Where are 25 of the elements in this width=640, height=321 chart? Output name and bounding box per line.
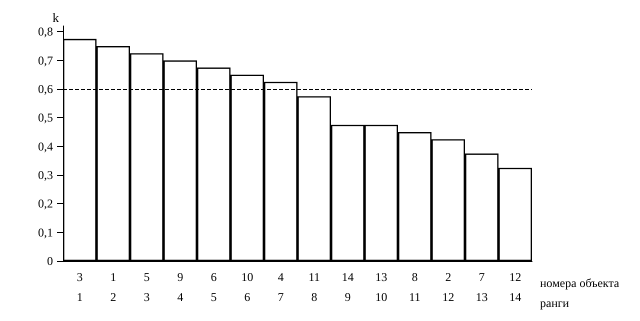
x-tick-label: 7 13 — [476, 270, 488, 304]
y-tick-label: 0 — [47, 254, 53, 268]
x-tick-label: 4 7 — [278, 270, 284, 304]
x-tick-label: 3 1 — [76, 270, 83, 304]
y-tick-label: 0,8 — [38, 24, 53, 39]
x-tick-label: 10 6 — [241, 270, 254, 304]
x-tick-label: 6 5 — [210, 270, 217, 304]
x-tick-label: 2 12 — [442, 270, 454, 304]
x-tick-label: 5 3 — [144, 270, 150, 304]
y-tick-label: 0,4 — [38, 139, 53, 154]
y-tick-label: 0,5 — [38, 110, 53, 125]
y-tick-label: 0,6 — [38, 82, 53, 96]
y-tick-label: 0,3 — [38, 168, 53, 182]
x-tick-label: 11 8 — [308, 270, 320, 304]
x-tick-label: 8 11 — [408, 270, 421, 304]
y-axis-title: k — [52, 10, 60, 25]
x-tick-label: 13 10 — [375, 270, 388, 304]
x-tick-label: 1 2 — [110, 270, 116, 304]
x-axis-title: номера объекта ранги — [540, 276, 620, 310]
x-tick-label: 12 14 — [509, 270, 522, 304]
y-tick-label: 0,1 — [38, 225, 53, 240]
y-tick-label: 0,7 — [38, 53, 53, 68]
x-tick-label: 14 9 — [342, 270, 354, 304]
x-tick-label: 9 4 — [177, 270, 184, 304]
y-tick-label: 0,2 — [38, 196, 53, 211]
